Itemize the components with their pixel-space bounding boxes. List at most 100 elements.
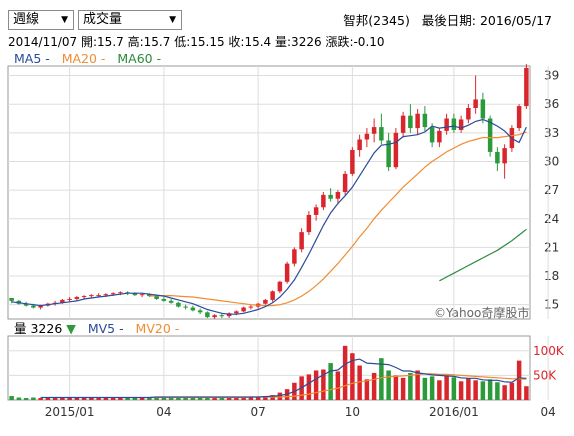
candle-body: [31, 305, 36, 308]
x-tick-label: 10: [345, 405, 360, 419]
volume-bar: [415, 370, 420, 400]
volume-bar: [161, 397, 167, 400]
candle-body: [234, 311, 239, 314]
ma5-legend: MA5 -: [14, 51, 50, 66]
volume-bar: [364, 379, 370, 400]
volume-bar: [212, 397, 217, 400]
candle-body: [473, 99, 478, 109]
volume-bar: [60, 397, 65, 400]
candle-body: [321, 194, 326, 208]
candle-body: [161, 298, 167, 301]
price-frame: [7, 65, 531, 320]
volume-bar: [444, 375, 449, 400]
volume-bar: [38, 398, 43, 400]
volume-bar: [487, 379, 493, 400]
volume-bar: [429, 376, 435, 400]
volume-bar: [400, 377, 406, 400]
candle-body: [277, 281, 283, 292]
x-tick-label: 2015/01: [45, 405, 95, 419]
volume-bar: [183, 397, 188, 400]
volume-bar: [81, 398, 87, 400]
ma60-legend: MA60 -: [117, 51, 162, 66]
period-select-value: 週線: [13, 12, 40, 27]
volume-bar: [473, 380, 478, 400]
volume-tick-label: 100K: [533, 344, 565, 358]
x-tick-label: 2016/01: [429, 405, 479, 419]
volume-bar: [74, 397, 80, 400]
candle-body: [458, 119, 464, 130]
chevron-down-icon: ▼: [169, 15, 176, 25]
volume-bar: [357, 365, 362, 400]
candle-body: [270, 291, 275, 300]
candle-body: [38, 305, 43, 308]
x-tick-label: 07: [250, 405, 265, 419]
volume-bar: [495, 382, 500, 400]
candle-body: [335, 192, 341, 199]
volume-legend: 量 3226 ▼ MV5 - MV20 -: [14, 318, 179, 337]
candle-body: [212, 315, 217, 318]
volume-bar: [125, 397, 130, 400]
close-value: 收:15.4: [228, 35, 272, 49]
ohlc-readout: 2014/11/07 開:15.7 高:15.7 低:15.15 收:15.4 …: [8, 33, 385, 50]
open-value: 開:15.7: [81, 35, 124, 49]
candle-body: [451, 118, 457, 130]
candle-body: [183, 306, 188, 308]
volume-bar: [350, 353, 355, 400]
candle-body: [248, 306, 254, 308]
volume-bar: [110, 398, 116, 400]
volume-bar: [393, 375, 399, 400]
volume-bar: [103, 397, 109, 400]
volume-bar: [458, 381, 464, 400]
x-tick-label: 04: [540, 405, 555, 419]
indicator-select[interactable]: 成交量 ▼: [78, 10, 182, 30]
candle-body: [328, 194, 333, 199]
mv5-line: [40, 358, 527, 399]
volume-bar: [118, 397, 123, 400]
candle-body: [313, 207, 319, 215]
volume-bar: [255, 396, 261, 400]
candle-body: [350, 150, 355, 174]
candle-body: [103, 294, 109, 296]
volume-bar: [241, 396, 246, 400]
volume-bar: [226, 397, 232, 400]
candle-body: [386, 140, 391, 168]
volume-bar: [67, 397, 72, 400]
candle-body: [118, 292, 123, 294]
stock-header: 智邦(2345) 最後日期: 2016/05/17: [343, 10, 552, 29]
candle-body: [23, 303, 29, 306]
volume-bar: [190, 397, 196, 400]
candle-body: [429, 127, 435, 143]
candle-body: [197, 310, 203, 313]
ma20-line: [149, 131, 527, 307]
volume-bar: [197, 397, 203, 400]
volume-bar: [52, 398, 58, 400]
candle-body: [67, 298, 72, 300]
volume-value: 量:3226: [275, 35, 322, 49]
candle-body: [408, 115, 413, 129]
candle-body: [81, 296, 87, 298]
volume-bar: [328, 363, 333, 400]
volume-bar: [45, 397, 51, 400]
volume-bar: [342, 345, 348, 400]
ma-legend: MA5 - MA20 - MA60 -: [14, 51, 161, 66]
volume-bar: [248, 397, 254, 400]
volume-bar: [89, 397, 94, 400]
candle-body: [466, 108, 471, 120]
down-arrow-icon: ▼: [66, 321, 76, 336]
y-tick-label: 24: [544, 212, 559, 226]
mv5-legend: MV5 -: [87, 321, 124, 336]
mv20-legend: MV20 -: [135, 321, 180, 336]
volume-bar: [371, 372, 377, 400]
period-select[interactable]: 週線 ▼: [8, 10, 74, 30]
candle-body: [139, 294, 145, 296]
candle-body: [74, 297, 80, 299]
volume-bar: [509, 382, 515, 400]
candle-body: [110, 293, 116, 295]
candle-body: [205, 312, 210, 318]
indicator-select-value: 成交量: [83, 12, 123, 27]
x-tick-label: 04: [156, 405, 171, 419]
volume-bar: [451, 377, 457, 400]
volume-bar: [154, 396, 159, 400]
last-date-label: 最後日期:: [421, 13, 476, 28]
volume-bar: [516, 360, 522, 400]
